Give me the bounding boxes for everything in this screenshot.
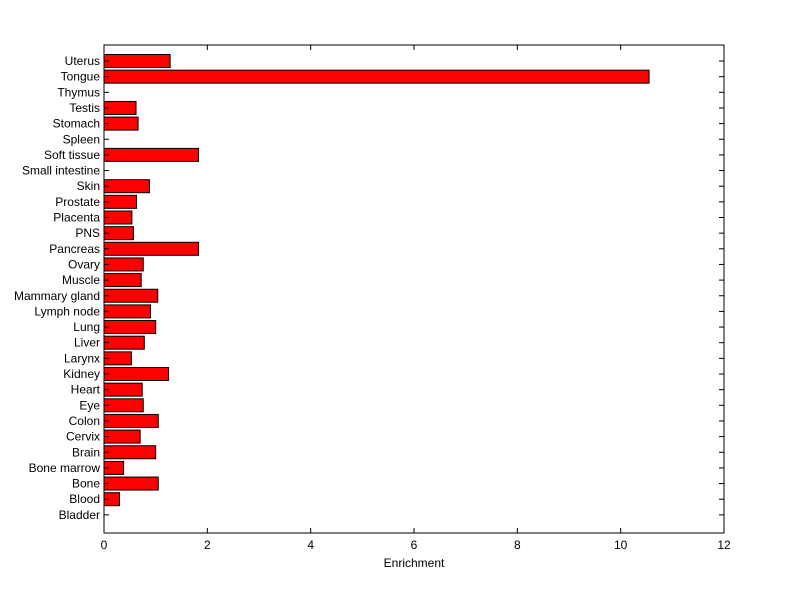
y-tick-label: Thymus xyxy=(57,85,100,99)
y-tick-label: Testis xyxy=(69,101,100,115)
x-tick-label: 4 xyxy=(307,538,314,552)
y-tick-label: Prostate xyxy=(55,195,100,209)
bar-ovary xyxy=(103,257,144,272)
bar-lymph-node xyxy=(103,304,151,319)
bars-group xyxy=(103,54,650,507)
plot-frame xyxy=(103,44,725,534)
y-tick-label: Tongue xyxy=(61,70,101,84)
y-tick-label: Brain xyxy=(72,445,100,459)
y-tick-label: Placenta xyxy=(53,211,100,225)
y-tick-label: Heart xyxy=(71,383,101,397)
y-tick-label: Bladder xyxy=(59,508,100,522)
y-tick-label: Liver xyxy=(74,336,100,350)
bar-stomach xyxy=(103,116,139,131)
bar-lung xyxy=(103,320,157,335)
y-tick-label: PNS xyxy=(75,226,100,240)
x-axis-ticks: 0 2 4 6 8 10 12 xyxy=(101,45,731,552)
x-axis-label: Enrichment xyxy=(384,556,445,570)
y-tick-label: Soft tissue xyxy=(44,148,100,162)
bar-skin xyxy=(103,179,150,194)
y-tick-label: Pancreas xyxy=(49,242,100,256)
x-tick-label: 8 xyxy=(514,538,521,552)
y-tick-label: Mammary gland xyxy=(14,289,100,303)
bar-soft-tissue xyxy=(103,147,200,162)
bar-brain xyxy=(103,445,157,460)
bar-colon xyxy=(103,413,159,428)
bar-mammary-gland xyxy=(103,288,159,303)
y-tick-label: Skin xyxy=(77,179,100,193)
y-tick-label: Lung xyxy=(73,320,100,334)
y-tick-label: Spleen xyxy=(63,132,100,146)
y-tick-label: Stomach xyxy=(53,117,100,131)
y-tick-label: Bone marrow xyxy=(29,461,101,475)
x-tick-label: 0 xyxy=(101,538,108,552)
bar-muscle xyxy=(103,273,142,288)
bar-bone xyxy=(103,476,159,491)
y-tick-label: Colon xyxy=(69,414,100,428)
x-tick-label: 6 xyxy=(411,538,418,552)
bar-eye xyxy=(103,398,144,413)
bar-heart xyxy=(103,382,143,397)
y-tick-label: Lymph node xyxy=(34,304,100,318)
y-tick-label: Uterus xyxy=(65,54,100,68)
y-tick-label: Small intestine xyxy=(22,164,100,178)
bar-kidney xyxy=(103,367,170,381)
bar-liver xyxy=(103,335,145,350)
y-tick-label: Cervix xyxy=(66,430,100,444)
y-tick-label: Bone xyxy=(72,477,100,491)
bar-cervix xyxy=(103,429,141,444)
y-tick-label: Blood xyxy=(69,492,100,506)
y-tick-label: Eye xyxy=(79,398,100,412)
x-tick-label: 10 xyxy=(614,538,628,552)
bar-uterus xyxy=(103,54,171,68)
y-tick-label: Muscle xyxy=(62,273,100,287)
y-tick-label: Kidney xyxy=(63,367,100,381)
x-tick-label: 2 xyxy=(204,538,211,552)
x-tick-label: 12 xyxy=(717,538,731,552)
y-tick-label: Larynx xyxy=(64,351,100,365)
bar-tongue xyxy=(103,69,650,84)
bar-pancreas xyxy=(103,241,200,256)
y-tick-label: Ovary xyxy=(68,257,100,271)
